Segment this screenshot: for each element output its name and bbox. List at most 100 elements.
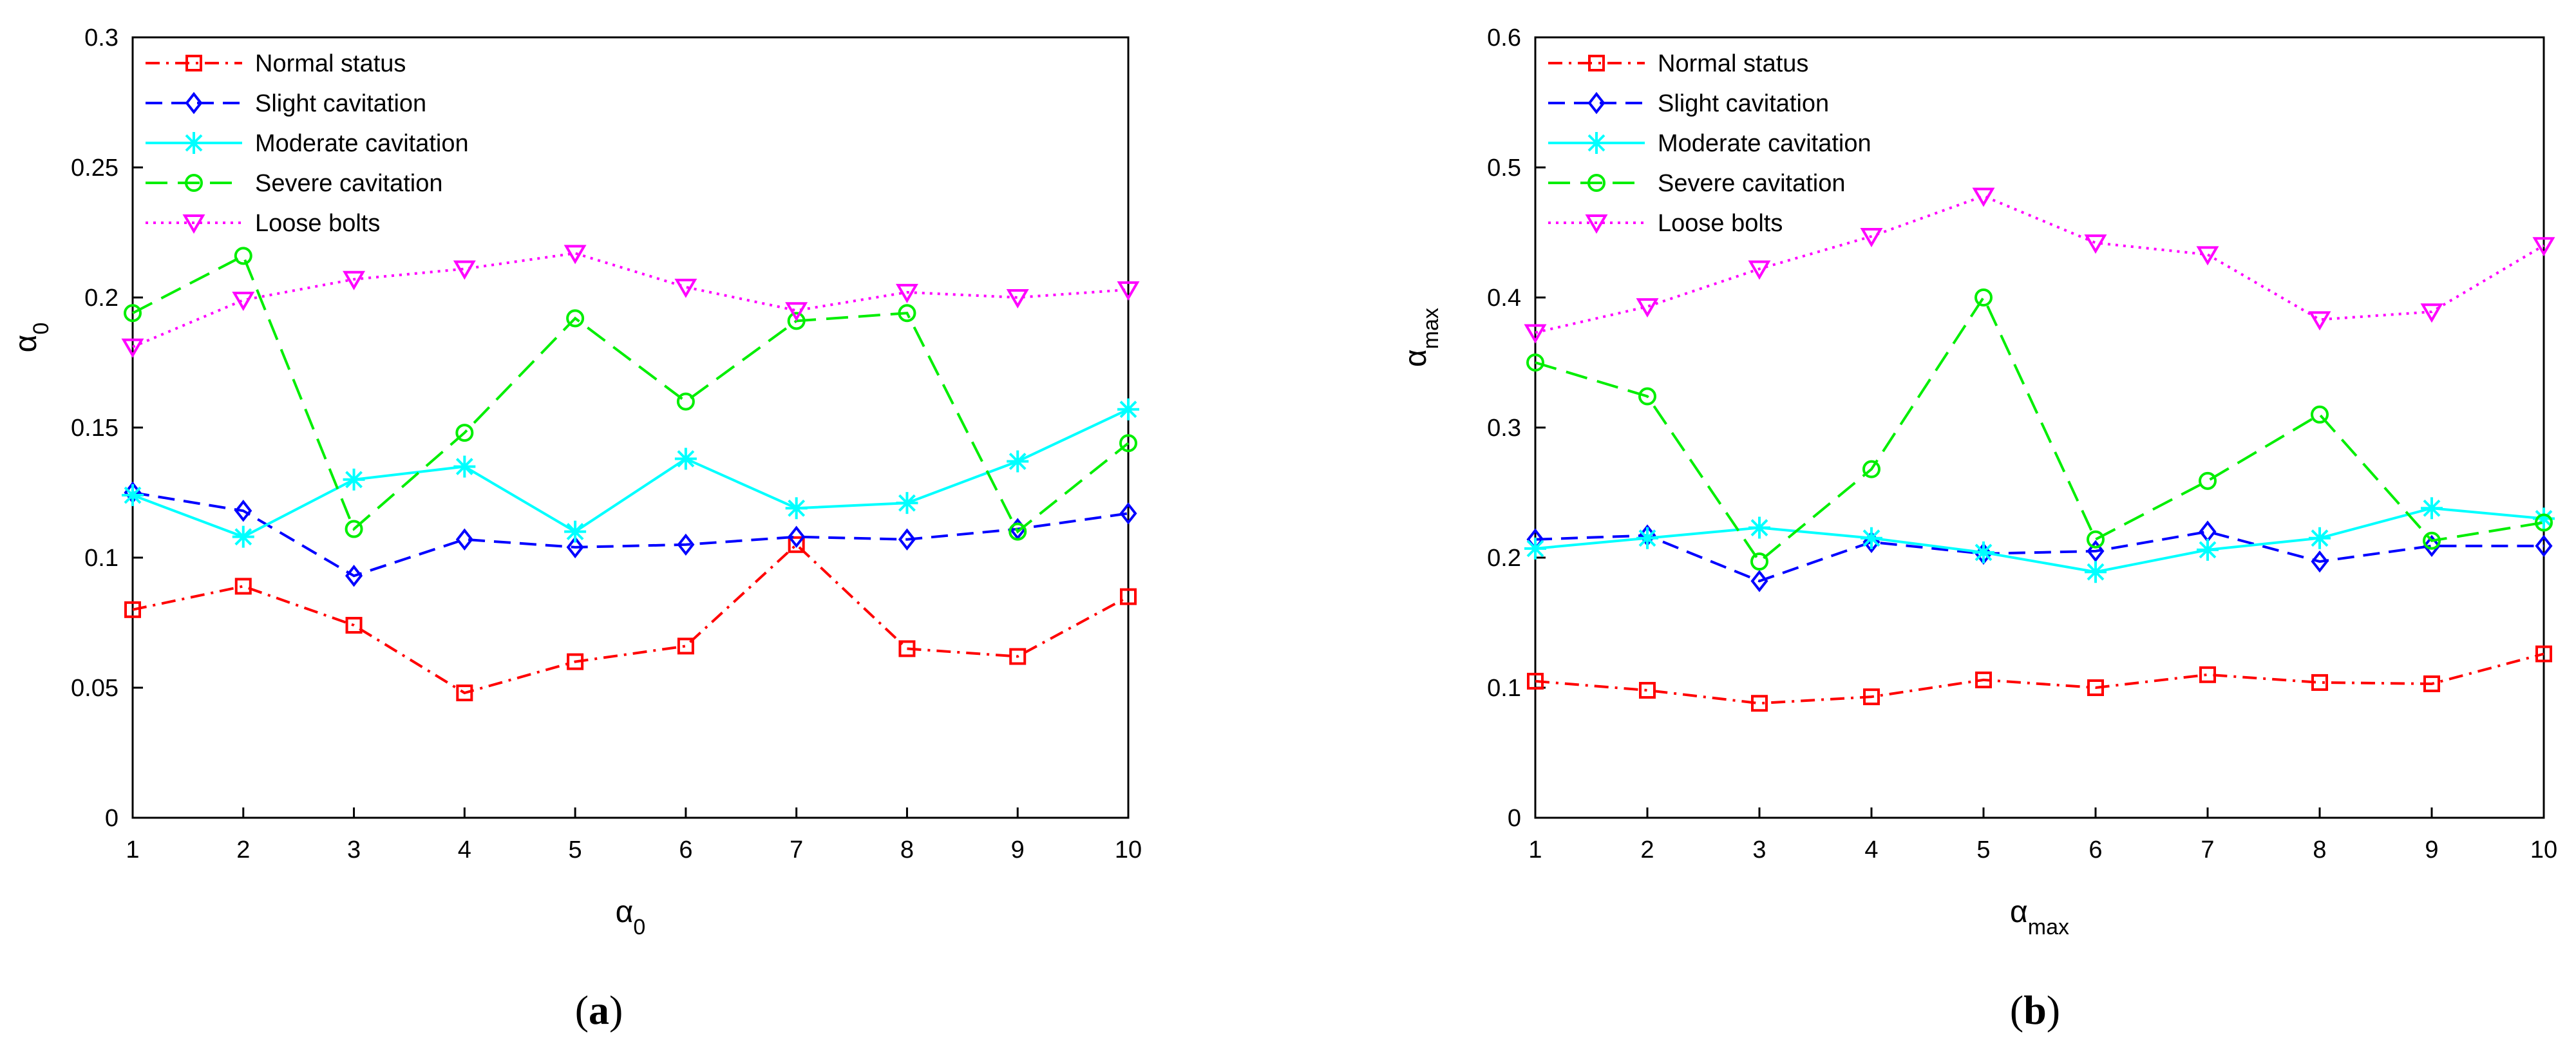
legend-label: Loose bolts	[255, 210, 380, 237]
legend-marker	[1587, 91, 1605, 115]
data-point	[2423, 675, 2440, 692]
series-slight-cavitation	[124, 481, 1137, 587]
series-line	[1535, 652, 2544, 705]
legend-label: Severe cavitation	[1658, 170, 1846, 197]
legend-marker	[185, 91, 203, 115]
legend-marker	[185, 174, 203, 192]
legend-marker	[1585, 214, 1608, 234]
data-point	[1524, 324, 1547, 344]
legend-label: Slight cavitation	[1658, 90, 1829, 117]
panel-caption: (a)	[575, 987, 623, 1033]
series-loose-bolts	[121, 245, 1140, 358]
data-point	[1861, 527, 1882, 549]
data-point	[1860, 228, 1883, 248]
chart-panel-a: 0 0.05 0.1 0.15 0.2 0.25 0.3 1 2 3 4 5 6 7 8 9 10 α0 α0 Nor…	[9, 24, 1142, 1033]
data-point	[456, 684, 473, 702]
series-severe-cavitation	[1526, 288, 2553, 571]
data-point	[566, 309, 585, 328]
data-point	[896, 492, 918, 514]
legend-marker	[185, 55, 202, 71]
series-line	[1535, 507, 2544, 574]
legend-item: Moderate cavitation	[146, 130, 469, 157]
panel-caption: (b)	[2010, 987, 2060, 1033]
x-axis-label: αmax	[2010, 895, 2069, 939]
legend-marker	[1588, 55, 1605, 71]
legend-item: Severe cavitation	[1548, 170, 1846, 197]
data-point	[455, 528, 473, 551]
data-point	[1120, 588, 1137, 605]
data-point	[2087, 679, 2104, 696]
data-point	[234, 500, 252, 522]
legend-marker	[1587, 174, 1605, 192]
x-tick-label: 4	[1864, 836, 1878, 863]
data-point	[1750, 570, 1768, 592]
x-tick-label: 3	[347, 836, 361, 863]
data-point	[1748, 260, 1771, 280]
data-point	[785, 497, 808, 520]
data-point	[122, 484, 144, 507]
data-point	[674, 448, 697, 470]
data-point	[1636, 298, 1659, 318]
data-point	[2535, 534, 2553, 558]
data-point	[564, 520, 587, 543]
data-point	[453, 455, 476, 478]
legend-item: Normal status	[146, 50, 406, 77]
legend-label: Loose bolts	[1658, 210, 1783, 237]
data-point	[2535, 645, 2552, 663]
legend-marker	[1586, 132, 1607, 154]
legend-item: Slight cavitation	[146, 90, 426, 117]
series-line	[132, 252, 1129, 348]
x-tick-label: 10	[1115, 836, 1142, 863]
series-line	[132, 254, 1130, 534]
data-point	[2197, 538, 2219, 561]
data-point	[232, 292, 255, 312]
series-slight-cavitation	[1526, 520, 2553, 592]
series-moderate-cavitation	[1524, 497, 2555, 583]
data-point	[1636, 527, 1658, 549]
data-point	[234, 578, 252, 595]
data-point	[566, 536, 584, 559]
legend: Normal status Slight cavitation Moderate c…	[146, 50, 469, 237]
legend-label: Normal status	[255, 50, 406, 77]
y-tick-label: 0	[1508, 805, 1521, 832]
y-tick-label: 0.05	[71, 675, 118, 702]
series-severe-cavitation	[124, 247, 1137, 541]
data-point	[1117, 398, 1139, 420]
data-point	[1975, 671, 1992, 688]
data-point	[788, 536, 805, 553]
x-tick-label: 6	[679, 836, 692, 863]
y-tick-label: 0.25	[71, 155, 118, 182]
x-tick-label: 2	[236, 836, 250, 863]
data-point	[2309, 527, 2331, 549]
data-point	[2196, 246, 2219, 266]
data-point	[124, 601, 141, 618]
data-point	[345, 520, 363, 538]
data-point	[898, 304, 916, 323]
data-point	[1119, 502, 1137, 525]
data-point	[2087, 530, 2105, 549]
data-point	[1007, 450, 1029, 473]
data-point	[1863, 688, 1880, 706]
x-tick-label: 8	[900, 836, 914, 863]
series-line	[132, 543, 1129, 695]
data-point	[2311, 674, 2328, 691]
x-tick-label: 4	[458, 836, 471, 863]
data-point	[2533, 507, 2555, 530]
y-tick-label: 0	[105, 805, 118, 832]
legend: Normal status Slight cavitation Moderate c…	[1548, 50, 1871, 237]
y-tick-label: 0.5	[1487, 155, 1521, 182]
x-tick-label: 6	[2088, 836, 2102, 863]
x-tick-label: 1	[126, 836, 139, 863]
data-point	[2311, 550, 2329, 573]
x-tick-label: 7	[2201, 836, 2214, 863]
y-tick-label: 0.6	[1487, 24, 1521, 52]
data-point	[2199, 666, 2216, 683]
data-point	[121, 338, 144, 358]
data-point	[234, 247, 252, 265]
legend-label: Severe cavitation	[255, 170, 443, 197]
x-tick-label: 3	[1752, 836, 1766, 863]
data-point	[2084, 234, 2107, 254]
series-normal-status	[124, 536, 1137, 702]
legend-marker	[182, 214, 205, 234]
